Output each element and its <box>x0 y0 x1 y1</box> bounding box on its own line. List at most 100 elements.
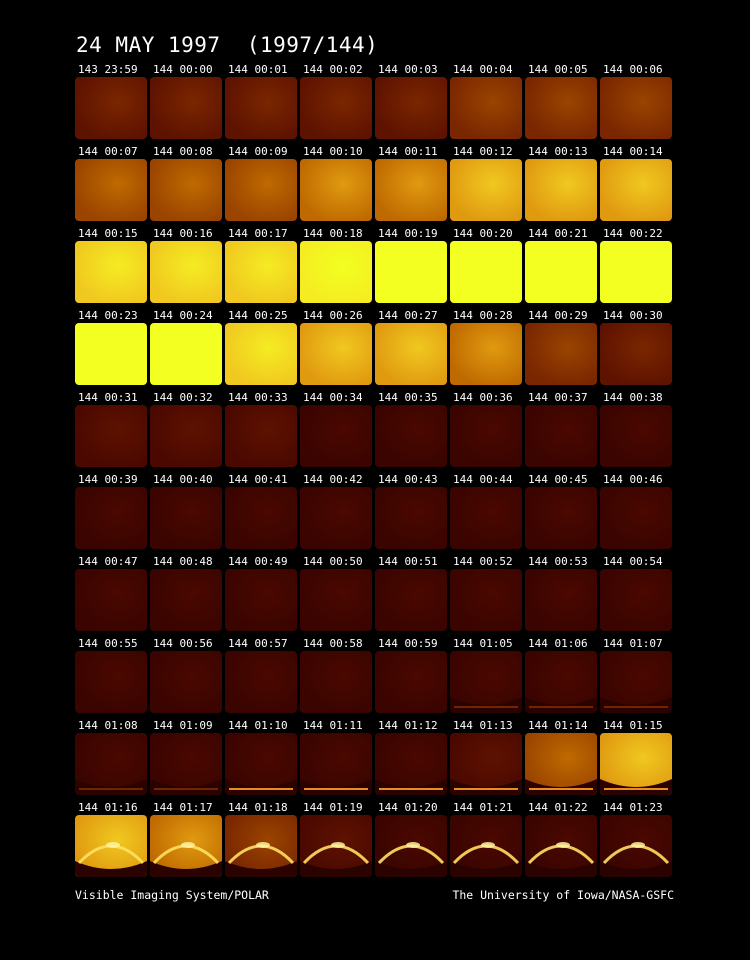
frame-timestamp: 144 00:07 <box>78 145 138 158</box>
vis-image <box>450 815 522 877</box>
frame-timestamp: 144 00:23 <box>78 309 138 322</box>
aurora-overlay <box>300 405 372 467</box>
image-frame: 144 00:23 <box>75 308 147 385</box>
frame-timestamp: 144 00:10 <box>303 145 363 158</box>
frame-row: 144 00:23 144 00:24 144 00:25 144 00:26 144 … <box>75 308 673 385</box>
vis-image <box>525 405 597 467</box>
frame-row: 144 00:39 144 00:40 144 00:41 144 00:42 144 … <box>75 472 673 549</box>
aurora-overlay <box>75 569 147 631</box>
image-frame: 144 00:41 <box>225 472 297 549</box>
aurora-overlay <box>225 159 297 221</box>
image-frame: 144 01:09 <box>150 718 222 795</box>
frame-timestamp: 144 01:23 <box>603 801 663 814</box>
frame-timestamp: 144 00:55 <box>78 637 138 650</box>
aurora-overlay <box>225 842 297 877</box>
aurora-overlay <box>300 487 372 549</box>
image-frame: 144 01:10 <box>225 718 297 795</box>
aurora-overlay <box>300 779 372 795</box>
earth-limb <box>450 861 522 877</box>
frame-timestamp: 144 00:52 <box>453 555 513 568</box>
frame-timestamp: 144 00:57 <box>228 637 288 650</box>
vis-image <box>450 77 522 139</box>
aurora-overlay <box>150 405 222 467</box>
image-frame: 144 00:25 <box>225 308 297 385</box>
vis-image <box>300 651 372 713</box>
aurora-overlay <box>75 323 147 385</box>
image-frame: 144 00:17 <box>225 226 297 303</box>
vis-image <box>150 815 222 877</box>
image-frame: 144 00:34 <box>300 390 372 467</box>
vis-image <box>450 323 522 385</box>
image-frame: 144 00:26 <box>300 308 372 385</box>
image-frame: 144 00:40 <box>150 472 222 549</box>
image-frame: 144 01:13 <box>450 718 522 795</box>
vis-image <box>150 487 222 549</box>
image-frame: 144 01:05 <box>450 636 522 713</box>
earth-limb <box>600 697 672 713</box>
aurora-overlay <box>375 487 447 549</box>
image-frame: 144 01:20 <box>375 800 447 877</box>
vis-image <box>75 651 147 713</box>
frame-timestamp: 144 00:17 <box>228 227 288 240</box>
vis-image <box>525 733 597 795</box>
image-frame: 144 01:17 <box>150 800 222 877</box>
image-frame: 144 00:19 <box>375 226 447 303</box>
frame-timestamp: 144 01:20 <box>378 801 438 814</box>
vis-image <box>225 405 297 467</box>
image-frame: 144 00:00 <box>150 62 222 139</box>
vis-image <box>300 569 372 631</box>
frame-timestamp: 144 00:38 <box>603 391 663 404</box>
vis-image <box>225 733 297 795</box>
frame-timestamp: 144 00:11 <box>378 145 438 158</box>
aurora-overlay <box>300 77 372 139</box>
earth-limb <box>600 861 672 877</box>
frame-timestamp: 143 23:59 <box>78 63 138 76</box>
vis-image <box>600 159 672 221</box>
image-frame: 144 00:46 <box>600 472 672 549</box>
aurora-oval <box>452 844 520 865</box>
vis-image <box>75 77 147 139</box>
image-frame: 144 00:44 <box>450 472 522 549</box>
image-frame: 144 00:28 <box>450 308 522 385</box>
frame-timestamp: 144 01:21 <box>453 801 513 814</box>
aurora-overlay <box>150 779 222 795</box>
frame-timestamp: 144 01:08 <box>78 719 138 732</box>
aurora-oval <box>152 844 220 865</box>
frame-timestamp: 144 00:05 <box>528 63 588 76</box>
frame-timestamp: 144 00:30 <box>603 309 663 322</box>
image-frame: 144 00:12 <box>450 144 522 221</box>
earth-limb <box>525 697 597 713</box>
frame-timestamp: 144 00:56 <box>153 637 213 650</box>
aurora-overlay <box>150 77 222 139</box>
aurora-oval <box>377 844 445 865</box>
aurora-overlay <box>450 697 522 713</box>
frame-row: 144 00:07 144 00:08 144 00:09 144 00:10 144 … <box>75 144 673 221</box>
frame-timestamp: 144 00:13 <box>528 145 588 158</box>
image-frame: 144 00:49 <box>225 554 297 631</box>
frame-timestamp: 144 00:12 <box>453 145 513 158</box>
aurora-overlay <box>525 241 597 303</box>
vis-image <box>375 405 447 467</box>
institution-credit: The University of Iowa/NASA-GSFC <box>452 888 674 902</box>
image-frame: 144 00:36 <box>450 390 522 467</box>
earth-limb <box>450 697 522 713</box>
aurora-overlay <box>375 842 447 877</box>
image-frame: 144 00:48 <box>150 554 222 631</box>
aurora-overlay <box>225 323 297 385</box>
earth-limb <box>525 861 597 877</box>
frame-timestamp: 144 00:15 <box>78 227 138 240</box>
aurora-overlay <box>225 405 297 467</box>
aurora-overlay <box>225 569 297 631</box>
image-frame: 144 01:07 <box>600 636 672 713</box>
image-frame: 144 01:06 <box>525 636 597 713</box>
aurora-oval <box>227 844 295 865</box>
image-frame: 144 01:14 <box>525 718 597 795</box>
image-frame: 144 00:20 <box>450 226 522 303</box>
frame-row: 144 00:31 144 00:32 144 00:33 144 00:34 144 … <box>75 390 673 467</box>
aurora-overlay <box>450 323 522 385</box>
aurora-overlay <box>150 159 222 221</box>
frame-timestamp: 144 00:20 <box>453 227 513 240</box>
frame-timestamp: 144 00:49 <box>228 555 288 568</box>
aurora-overlay <box>450 77 522 139</box>
frame-timestamp: 144 01:13 <box>453 719 513 732</box>
